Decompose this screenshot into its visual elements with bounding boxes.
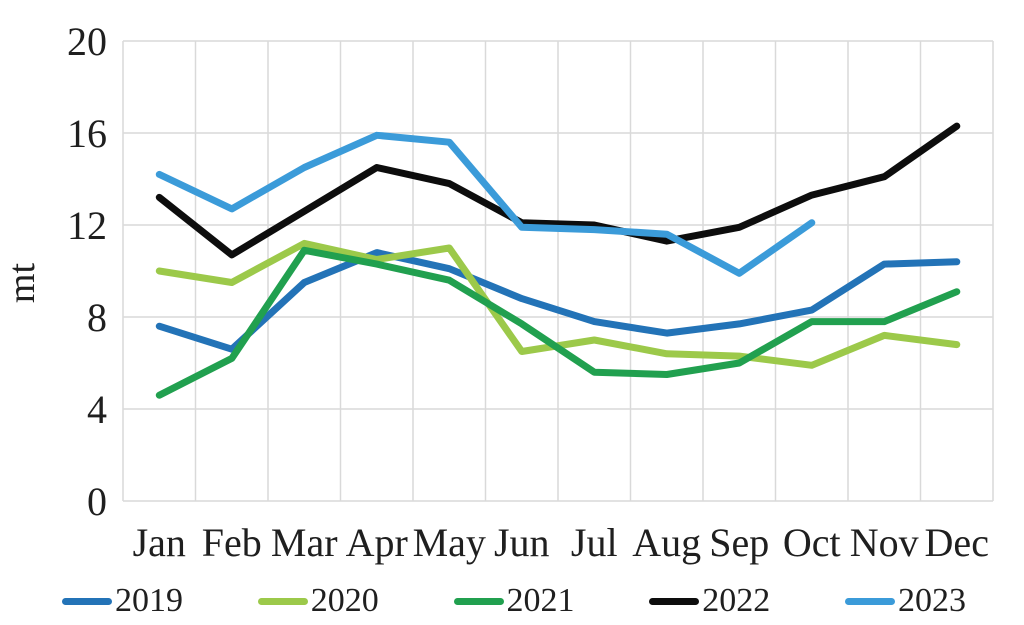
x-axis-tick-label: Sep (709, 520, 769, 565)
chart-legend: 2019 2020 2021 2022 2023 (62, 580, 966, 622)
y-axis-tick-label: 8 (87, 295, 107, 340)
legend-label-2020: 2020 (310, 582, 379, 619)
legend-item-2019: 2019 (62, 584, 183, 618)
y-axis-tick-label: 20 (67, 19, 107, 64)
x-axis-tick-label: Oct (783, 520, 841, 565)
legend-item-2021: 2021 (453, 582, 575, 619)
x-axis-tick-label: Aug (632, 520, 701, 565)
legend-item-2020: 2020 (257, 582, 379, 619)
legend-label-2022: 2022 (702, 582, 771, 619)
legend-label-2023: 2023 (898, 582, 966, 619)
x-axis-tick-label: Jul (571, 520, 618, 565)
x-axis-tick-label: Nov (850, 520, 919, 565)
legend-swatch-2022 (649, 597, 700, 605)
series-line-2019 (155, 249, 961, 353)
legend-swatch-2019 (62, 597, 112, 605)
x-axis-tick-label: May (413, 520, 486, 565)
chart-plot-area: 0 4 8 12 16 20 mt Jan Feb Mar Apr May Jun Jul Aug Sep Oc… (1, 19, 994, 565)
y-axis-tick-label: 16 (67, 111, 107, 156)
series-line-2021 (155, 246, 961, 399)
y-axis-tick-label: 0 (87, 479, 107, 524)
series-line-2022 (155, 122, 961, 259)
y-axis-tick-label: 12 (67, 203, 107, 248)
legend-item-2022: 2022 (649, 584, 770, 618)
x-axis-tick-label: Mar (271, 520, 338, 565)
legend-swatch-2020 (257, 597, 308, 605)
x-axis-tick-label: Apr (346, 520, 408, 565)
x-axis-tick-label: Jun (494, 520, 550, 565)
y-axis-tick-label: 4 (87, 387, 107, 432)
legend-label-2021: 2021 (506, 582, 575, 619)
legend-swatch-2021 (453, 597, 504, 605)
x-axis-tick-label: Jan (133, 520, 186, 565)
y-axis-title: mt (1, 263, 43, 304)
x-axis-tick-label: Feb (202, 520, 262, 565)
series-line-2023 (155, 131, 816, 277)
legend-item-2023: 2023 (845, 584, 966, 618)
legend-label-2019: 2019 (115, 582, 183, 619)
x-axis-tick-label: Dec (925, 520, 989, 565)
legend-swatch-2023 (845, 597, 895, 605)
